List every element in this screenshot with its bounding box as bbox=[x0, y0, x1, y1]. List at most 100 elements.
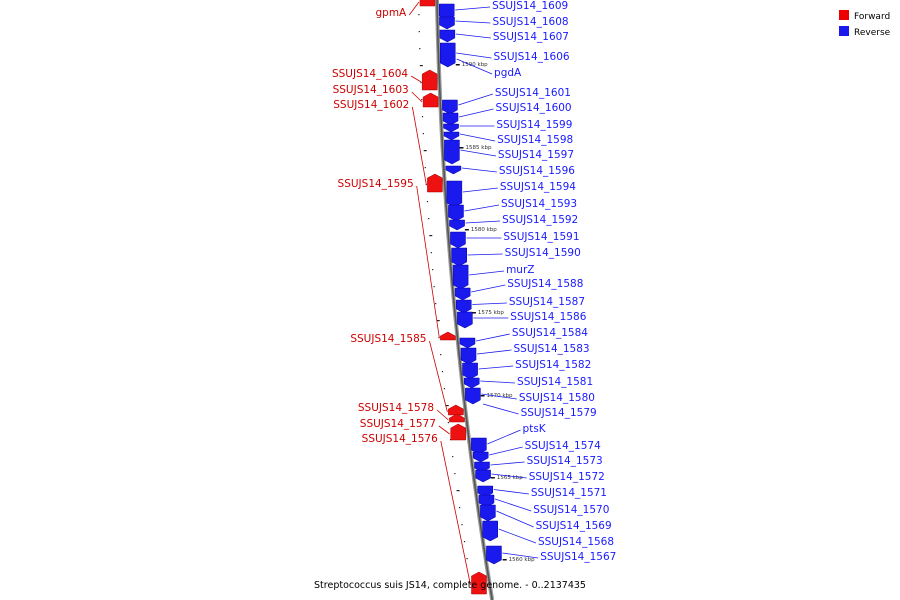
forward-gene-label[interactable]: SSUJS14_1576 bbox=[362, 433, 438, 445]
reverse-gene-arrow[interactable] bbox=[454, 287, 471, 301]
forward-gene-arrow[interactable] bbox=[450, 423, 466, 441]
reverse-gene-arrow[interactable] bbox=[444, 139, 460, 165]
reverse-gene-arrow[interactable] bbox=[452, 264, 469, 290]
reverse-gene-arrow[interactable] bbox=[442, 112, 459, 126]
scale-tick bbox=[471, 312, 476, 314]
forward-gene-label[interactable]: SSUJS14_1585 bbox=[350, 333, 426, 345]
forward-gene-label[interactable]: SSUJS14_1578 bbox=[358, 402, 434, 414]
reverse-gene-label[interactable]: SSUJS14_1567 bbox=[540, 551, 616, 563]
tick-dot bbox=[436, 320, 440, 322]
reverse-gene-arrow[interactable] bbox=[448, 204, 464, 222]
reverse-gene-label[interactable]: SSUJS14_1583 bbox=[513, 343, 589, 355]
reverse-gene-arrow[interactable] bbox=[445, 165, 462, 175]
reverse-gene-leader bbox=[491, 473, 527, 479]
reverse-gene-leader bbox=[502, 552, 539, 559]
reverse-gene-arrow[interactable] bbox=[464, 377, 480, 389]
reverse-gene-label[interactable]: pgdA bbox=[494, 67, 522, 79]
forward-gene-arrow[interactable] bbox=[471, 571, 487, 595]
scale-tick-label: 1565 kbp bbox=[497, 475, 523, 481]
reverse-gene-label[interactable]: SSUJS14_1572 bbox=[529, 471, 605, 483]
forward-gene-arrow[interactable] bbox=[422, 92, 439, 108]
forward-gene-label[interactable]: gpmA bbox=[376, 7, 408, 19]
forward-gene-leader bbox=[411, 106, 427, 186]
reverse-gene-label[interactable]: SSUJS14_1594 bbox=[500, 181, 576, 193]
reverse-gene-arrow[interactable] bbox=[443, 123, 459, 133]
forward-gene-label[interactable]: SSUJS14_1577 bbox=[360, 418, 436, 430]
reverse-gene-arrow[interactable] bbox=[471, 437, 487, 455]
reverse-gene-arrow[interactable] bbox=[486, 545, 502, 565]
reverse-gene-label[interactable]: SSUJS14_1608 bbox=[492, 16, 568, 28]
reverse-gene-label[interactable]: SSUJS14_1573 bbox=[527, 455, 603, 467]
reverse-gene-arrow[interactable] bbox=[442, 99, 458, 115]
forward-gene-arrow[interactable] bbox=[440, 331, 456, 341]
forward-gene-label[interactable]: SSUJS14_1603 bbox=[333, 84, 409, 96]
reverse-gene-arrow[interactable] bbox=[450, 231, 466, 249]
reverse-gene-arrow[interactable] bbox=[475, 469, 491, 483]
reverse-gene-label[interactable]: SSUJS14_1582 bbox=[515, 359, 591, 371]
reverse-gene-arrow[interactable] bbox=[472, 451, 489, 463]
reverse-gene-label[interactable]: SSUJS14_1607 bbox=[493, 31, 569, 43]
reverse-gene-label[interactable]: SSUJS14_1592 bbox=[502, 214, 578, 226]
tick-dot bbox=[421, 99, 423, 101]
reverse-gene-arrow[interactable] bbox=[439, 42, 456, 68]
reverse-gene-arrow[interactable] bbox=[482, 520, 498, 542]
reverse-gene-arrow[interactable] bbox=[439, 16, 455, 30]
reverse-gene-label[interactable]: SSUJS14_1601 bbox=[495, 87, 571, 99]
reverse-gene-label[interactable]: SSUJS14_1606 bbox=[493, 51, 569, 63]
reverse-gene-label[interactable]: SSUJS14_1579 bbox=[521, 407, 597, 419]
reverse-gene-arrow[interactable] bbox=[465, 387, 481, 405]
forward-gene-arrow[interactable] bbox=[449, 413, 465, 423]
forward-gene-leader bbox=[410, 75, 422, 83]
reverse-gene-label[interactable]: murZ bbox=[506, 264, 534, 276]
reverse-gene-label[interactable]: SSUJS14_1596 bbox=[499, 165, 575, 177]
reverse-gene-label[interactable]: SSUJS14_1571 bbox=[531, 487, 607, 499]
reverse-gene-label[interactable]: SSUJS14_1598 bbox=[497, 134, 573, 146]
reverse-gene-label[interactable]: SSUJS14_1590 bbox=[505, 247, 581, 259]
tick-dot bbox=[445, 405, 449, 407]
tick-dot bbox=[443, 388, 445, 390]
reverse-gene-arrow[interactable] bbox=[480, 504, 496, 522]
forward-gene-arrow[interactable] bbox=[427, 173, 443, 193]
reverse-gene-label[interactable]: SSUJS14_1580 bbox=[519, 392, 595, 404]
reverse-gene-label[interactable]: SSUJS14_1568 bbox=[538, 536, 614, 548]
reverse-gene-label[interactable]: SSUJS14_1591 bbox=[503, 231, 579, 243]
forward-gene-arrow[interactable] bbox=[421, 69, 438, 91]
reverse-gene-arrow[interactable] bbox=[456, 299, 472, 314]
reverse-gene-arrow[interactable] bbox=[459, 337, 476, 349]
reverse-gene-arrow[interactable] bbox=[460, 347, 477, 365]
reverse-gene-arrow[interactable] bbox=[449, 219, 465, 231]
reverse-gene-arrow[interactable] bbox=[457, 311, 473, 329]
reverse-gene-label[interactable]: SSUJS14_1597 bbox=[498, 149, 574, 161]
reverse-gene-label[interactable]: SSUJS14_1574 bbox=[525, 440, 601, 452]
reverse-gene-label[interactable]: SSUJS14_1581 bbox=[517, 376, 593, 388]
reverse-gene-arrow[interactable] bbox=[443, 131, 460, 141]
reverse-gene-leader bbox=[461, 167, 497, 173]
reverse-gene-label[interactable]: SSUJS14_1570 bbox=[533, 504, 609, 516]
reverse-gene-label[interactable]: SSUJS14_1586 bbox=[510, 311, 586, 323]
legend-forward-swatch bbox=[839, 10, 849, 20]
reverse-gene-label[interactable]: SSUJS14_1593 bbox=[501, 198, 577, 210]
reverse-gene-leader bbox=[465, 220, 501, 224]
reverse-gene-label[interactable]: SSUJS14_1584 bbox=[512, 327, 588, 339]
genome-backbone bbox=[434, 0, 495, 600]
reverse-gene-label[interactable]: ptsK bbox=[523, 423, 547, 435]
reverse-gene-arrow[interactable] bbox=[439, 29, 456, 43]
reverse-gene-label[interactable]: SSUJS14_1600 bbox=[496, 102, 572, 114]
reverse-gene-label[interactable]: SSUJS14_1588 bbox=[507, 278, 583, 290]
reverse-gene-leader bbox=[489, 446, 523, 456]
reverse-gene-label[interactable]: SSUJS14_1599 bbox=[496, 119, 572, 131]
forward-gene-label[interactable]: SSUJS14_1602 bbox=[333, 99, 409, 111]
reverse-gene-arrow[interactable] bbox=[446, 180, 463, 208]
scale-tick bbox=[459, 147, 464, 149]
reverse-gene-label[interactable]: SSUJS14_1569 bbox=[536, 520, 612, 532]
reverse-gene-leader bbox=[471, 284, 506, 293]
forward-gene-arrow[interactable] bbox=[419, 0, 436, 7]
reverse-gene-arrow[interactable] bbox=[451, 247, 467, 267]
forward-gene-label[interactable]: SSUJS14_1604 bbox=[332, 68, 408, 80]
forward-gene-arrow[interactable] bbox=[448, 404, 464, 416]
forward-gene-label[interactable]: SSUJS14_1595 bbox=[338, 178, 414, 190]
reverse-gene-label[interactable]: SSUJS14_1587 bbox=[509, 296, 585, 308]
reverse-gene-label[interactable]: SSUJS14_1609 bbox=[492, 0, 568, 12]
reverse-gene-arrow[interactable] bbox=[462, 362, 478, 380]
reverse-gene-leader bbox=[490, 461, 525, 466]
